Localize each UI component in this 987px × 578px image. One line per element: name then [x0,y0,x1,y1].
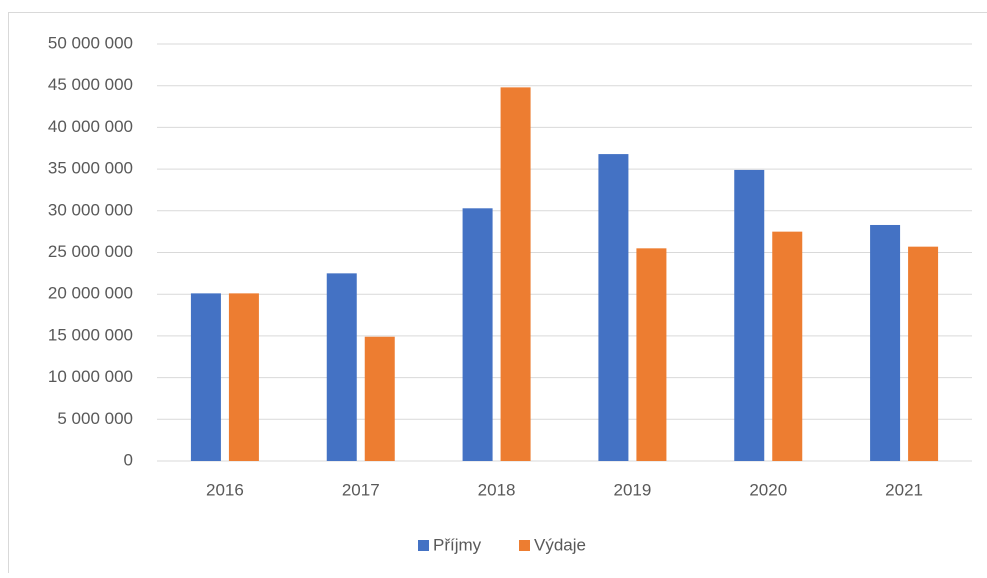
bar [327,273,357,461]
legend-label: Výdaje [534,535,586,554]
bar [636,248,666,461]
bar [229,293,259,461]
x-tick-label: 2019 [614,480,652,499]
bar [365,337,395,461]
bar [598,154,628,461]
bar [870,225,900,461]
legend-swatch [519,540,530,551]
bar [191,293,221,461]
bar [734,170,764,461]
y-tick-label: 5 000 000 [57,409,133,428]
legend-swatch [418,540,429,551]
y-tick-label: 45 000 000 [48,75,133,94]
x-tick-label: 2017 [342,480,380,499]
bar [772,232,802,461]
bar [908,247,938,461]
x-tick-label: 2016 [206,480,244,499]
bar [501,87,531,461]
y-tick-label: 35 000 000 [48,159,133,178]
y-tick-label: 50 000 000 [48,33,133,52]
x-tick-label: 2020 [749,480,787,499]
y-tick-label: 30 000 000 [48,200,133,219]
y-tick-label: 20 000 000 [48,284,133,303]
legend-label: Příjmy [433,535,482,554]
y-tick-label: 25 000 000 [48,242,133,261]
y-tick-label: 40 000 000 [48,117,133,136]
bar [463,208,493,461]
x-tick-label: 2018 [478,480,516,499]
y-tick-label: 10 000 000 [48,367,133,386]
y-tick-label: 0 [124,450,133,469]
x-tick-label: 2021 [885,480,923,499]
y-tick-label: 15 000 000 [48,325,133,344]
